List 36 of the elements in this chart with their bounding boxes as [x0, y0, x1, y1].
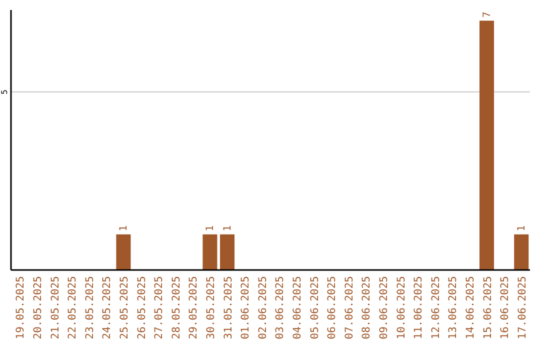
x-tick-label: 03.06.2025: [274, 276, 286, 340]
x-tick-label: 12.06.2025: [430, 276, 442, 340]
x-tick-label: 09.06.2025: [378, 276, 390, 340]
x-tick-label: 01.06.2025: [240, 276, 252, 340]
x-tick-label: 14.06.2025: [464, 276, 476, 340]
x-tick-label: 07.06.2025: [343, 276, 356, 340]
x-tick-label: 06.06.2025: [326, 276, 338, 340]
x-tick-label: 04.06.2025: [291, 276, 304, 340]
x-tick-label: 08.06.2025: [360, 276, 373, 340]
x-tick-label: 13.06.2025: [447, 276, 460, 340]
x-tick-label: 23.05.2025: [84, 276, 96, 340]
x-tick-label: 25.05.2025: [118, 276, 130, 340]
x-tick-label: 02.06.2025: [256, 276, 269, 340]
x-tick-label: 31.05.2025: [222, 276, 234, 340]
x-tick-label: 16.06.2025: [499, 276, 512, 340]
data-label: 1: [516, 225, 528, 232]
x-tick-label: 30.05.2025: [204, 276, 217, 340]
y-tick-label: 5: [0, 89, 9, 94]
x-tick-label: 17.06.2025: [516, 276, 528, 340]
x-tick-label: 22.05.2025: [66, 276, 79, 340]
x-tick-label: 19.05.2025: [14, 276, 27, 340]
data-label: 1: [118, 225, 130, 232]
x-tick-label: 27.05.2025: [153, 276, 166, 340]
x-tick-label: 15.06.2025: [482, 276, 494, 340]
data-label: 1: [204, 225, 216, 232]
x-tick-label: 20.05.2025: [32, 276, 44, 340]
x-tick-label: 11.06.2025: [412, 276, 425, 340]
x-tick-label: 10.06.2025: [395, 276, 408, 340]
x-tick-label: 21.05.2025: [49, 276, 62, 340]
x-tick-label: 24.05.2025: [101, 276, 114, 340]
x-tick-label: 26.05.2025: [136, 276, 148, 340]
x-tick-label: 29.05.2025: [188, 276, 200, 340]
data-label: 1: [222, 225, 234, 232]
x-tick-label: 05.06.2025: [308, 276, 321, 340]
data-label: 7: [482, 12, 493, 18]
x-tick-label: 28.05.2025: [170, 276, 182, 340]
